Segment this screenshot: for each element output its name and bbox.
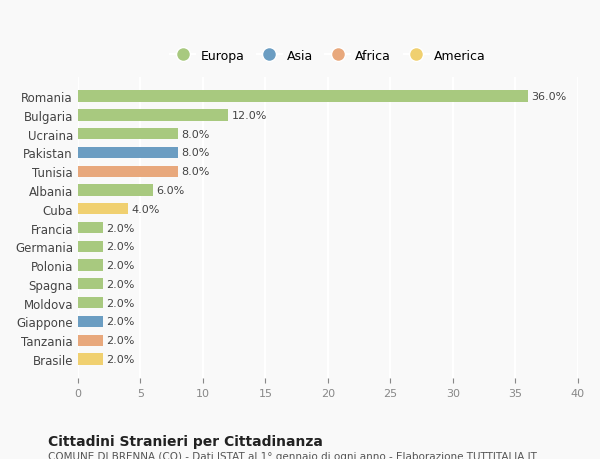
- Text: 4.0%: 4.0%: [131, 204, 160, 214]
- Bar: [78, 335, 103, 346]
- Text: 2.0%: 2.0%: [107, 279, 135, 289]
- Bar: [78, 260, 103, 271]
- Bar: [78, 129, 178, 140]
- Text: 2.0%: 2.0%: [107, 354, 135, 364]
- Bar: [78, 316, 103, 327]
- Text: 12.0%: 12.0%: [232, 111, 267, 121]
- Text: COMUNE DI BRENNA (CO) - Dati ISTAT al 1° gennaio di ogni anno - Elaborazione TUT: COMUNE DI BRENNA (CO) - Dati ISTAT al 1°…: [48, 451, 537, 459]
- Text: Cittadini Stranieri per Cittadinanza: Cittadini Stranieri per Cittadinanza: [48, 434, 323, 448]
- Bar: [78, 353, 103, 365]
- Text: 36.0%: 36.0%: [532, 92, 567, 102]
- Text: 8.0%: 8.0%: [182, 167, 210, 177]
- Text: 2.0%: 2.0%: [107, 261, 135, 270]
- Bar: [78, 241, 103, 252]
- Text: 2.0%: 2.0%: [107, 242, 135, 252]
- Bar: [78, 204, 128, 215]
- Text: 6.0%: 6.0%: [157, 185, 185, 196]
- Bar: [78, 185, 153, 196]
- Bar: [78, 91, 528, 102]
- Text: 8.0%: 8.0%: [182, 148, 210, 158]
- Text: 2.0%: 2.0%: [107, 223, 135, 233]
- Bar: [78, 297, 103, 308]
- Bar: [78, 110, 228, 121]
- Text: 2.0%: 2.0%: [107, 317, 135, 327]
- Bar: [78, 223, 103, 234]
- Text: 8.0%: 8.0%: [182, 129, 210, 140]
- Bar: [78, 279, 103, 290]
- Text: 2.0%: 2.0%: [107, 298, 135, 308]
- Text: 2.0%: 2.0%: [107, 336, 135, 346]
- Legend: Europa, Asia, Africa, America: Europa, Asia, Africa, America: [165, 45, 491, 68]
- Bar: [78, 166, 178, 178]
- Bar: [78, 147, 178, 159]
